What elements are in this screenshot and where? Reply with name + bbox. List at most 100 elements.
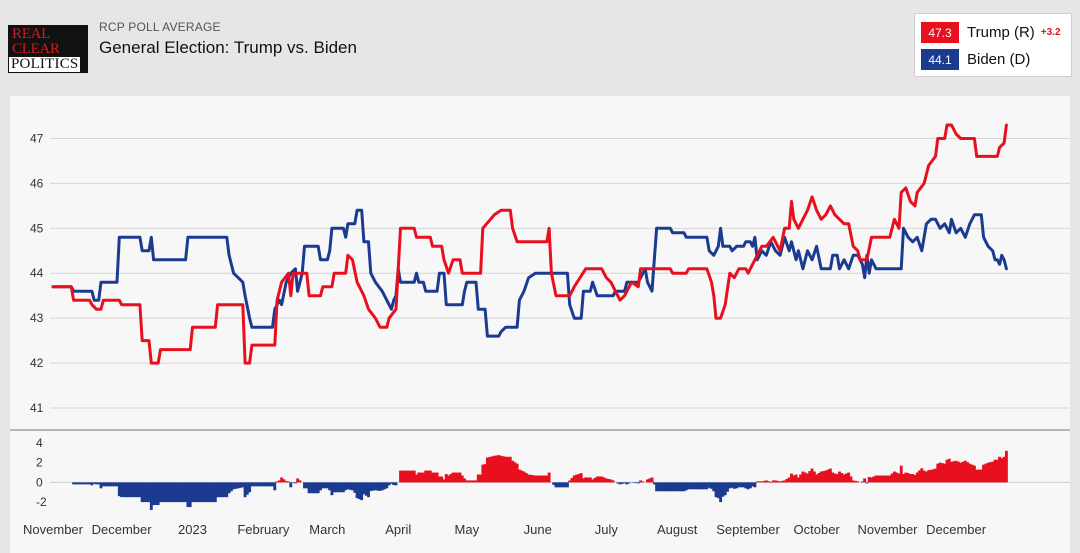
spread-bar — [152, 482, 156, 506]
rcp-logo[interactable]: REAL CLEAR POLITICS — [8, 25, 88, 73]
spread-bar — [442, 479, 446, 483]
spread-bar — [85, 482, 89, 485]
biden-line[interactable] — [51, 208, 1008, 338]
spread-bar — [94, 482, 98, 485]
spread-bar — [879, 475, 883, 483]
spread-bar — [399, 470, 402, 483]
spread-bar — [533, 475, 537, 483]
spread-bar — [607, 478, 611, 483]
y-tick-label: 41 — [30, 401, 44, 415]
spread-bar — [886, 475, 889, 483]
month-label: December — [926, 522, 987, 537]
spread-bar — [719, 482, 723, 503]
spread-bar — [108, 482, 112, 487]
spread-bar — [163, 482, 167, 503]
spread-bar — [721, 482, 725, 497]
spread-bar — [593, 477, 597, 483]
spread-bar — [437, 476, 441, 483]
spread-bar — [552, 482, 556, 485]
spread-bar — [261, 482, 265, 487]
spread-bar — [309, 482, 313, 494]
spread-bar — [696, 482, 700, 490]
spread-bar — [497, 455, 501, 483]
logo-line-3: POLITICS — [9, 56, 81, 72]
spread-bar — [371, 482, 375, 491]
spread-bar — [844, 473, 848, 483]
spread-bar — [287, 481, 290, 483]
spread-bar — [776, 480, 780, 483]
spread-bar — [431, 472, 434, 483]
spread-bar — [783, 480, 787, 483]
spread-bar — [748, 482, 752, 489]
spread-bar — [995, 459, 999, 483]
spread-bar — [634, 482, 638, 484]
y-tick-label: 47 — [30, 131, 44, 145]
spread-bar — [769, 482, 773, 483]
spread-bar — [499, 455, 503, 483]
spread-bar — [364, 482, 368, 496]
spread-bar — [986, 462, 990, 483]
spread-bar — [447, 475, 450, 483]
spread-bar — [113, 482, 117, 487]
spread-bar — [323, 482, 327, 489]
spread-bar — [202, 482, 206, 503]
spread-bar — [707, 482, 711, 488]
spread-bar — [424, 470, 428, 483]
spread-bar — [243, 482, 247, 498]
spread-bar — [744, 482, 748, 489]
trump-line[interactable] — [51, 123, 1008, 365]
spread-bar — [806, 473, 809, 483]
spread-bar — [705, 482, 709, 490]
spread-bar — [826, 469, 830, 483]
spread-bar — [444, 474, 448, 483]
spread-bar — [433, 472, 437, 483]
spread-bar — [330, 482, 334, 496]
spread-tick-label: 2 — [36, 456, 43, 470]
spread-bar — [895, 472, 899, 483]
spread-bar — [92, 482, 96, 484]
spread-bar — [325, 482, 329, 489]
spread-bar — [316, 482, 320, 494]
spread-bar — [908, 474, 912, 483]
spread-bar — [856, 481, 860, 483]
spread-bar — [604, 478, 608, 483]
spread-bar — [588, 477, 592, 483]
spread-bar — [968, 463, 972, 483]
spread-bar — [511, 460, 515, 483]
spread-bar — [268, 482, 272, 487]
spread-bar — [207, 482, 210, 503]
spread-bar — [136, 482, 140, 498]
spread-bar — [575, 474, 579, 483]
spread-bar — [255, 482, 258, 487]
legend-item-biden[interactable]: 44.1 Biden (D) — [921, 48, 1030, 71]
spread-bar — [97, 482, 101, 485]
spread-bar — [307, 482, 311, 494]
spread-bar — [538, 475, 542, 483]
spread-bar — [897, 473, 901, 483]
spread-bar — [186, 482, 190, 508]
spread-bar — [687, 482, 691, 490]
spread-bar — [138, 482, 142, 498]
spread-bar — [767, 481, 771, 483]
spread-bar — [200, 482, 204, 503]
spread-bar — [143, 482, 146, 503]
spread-bar — [972, 465, 976, 483]
spread-bar — [257, 482, 261, 487]
spread-bar — [625, 482, 629, 485]
spread-bar — [367, 482, 370, 498]
spread-bar — [924, 471, 928, 483]
spread-bar — [72, 482, 76, 485]
spread-bar — [188, 482, 192, 508]
chart-title: General Election: Trump vs. Biden — [99, 38, 357, 57]
legend-item-trump[interactable]: 47.3 Trump (R) +3.2 — [921, 21, 1061, 44]
spread-bar — [337, 482, 341, 493]
spread-bar — [483, 464, 487, 483]
spread-bar — [218, 482, 222, 498]
spread-bar — [906, 473, 910, 483]
spread-bar — [753, 482, 757, 488]
spread-bar — [947, 458, 951, 483]
spread-bar — [161, 482, 165, 503]
spread-bar — [881, 475, 885, 483]
spread-bar — [911, 474, 915, 483]
